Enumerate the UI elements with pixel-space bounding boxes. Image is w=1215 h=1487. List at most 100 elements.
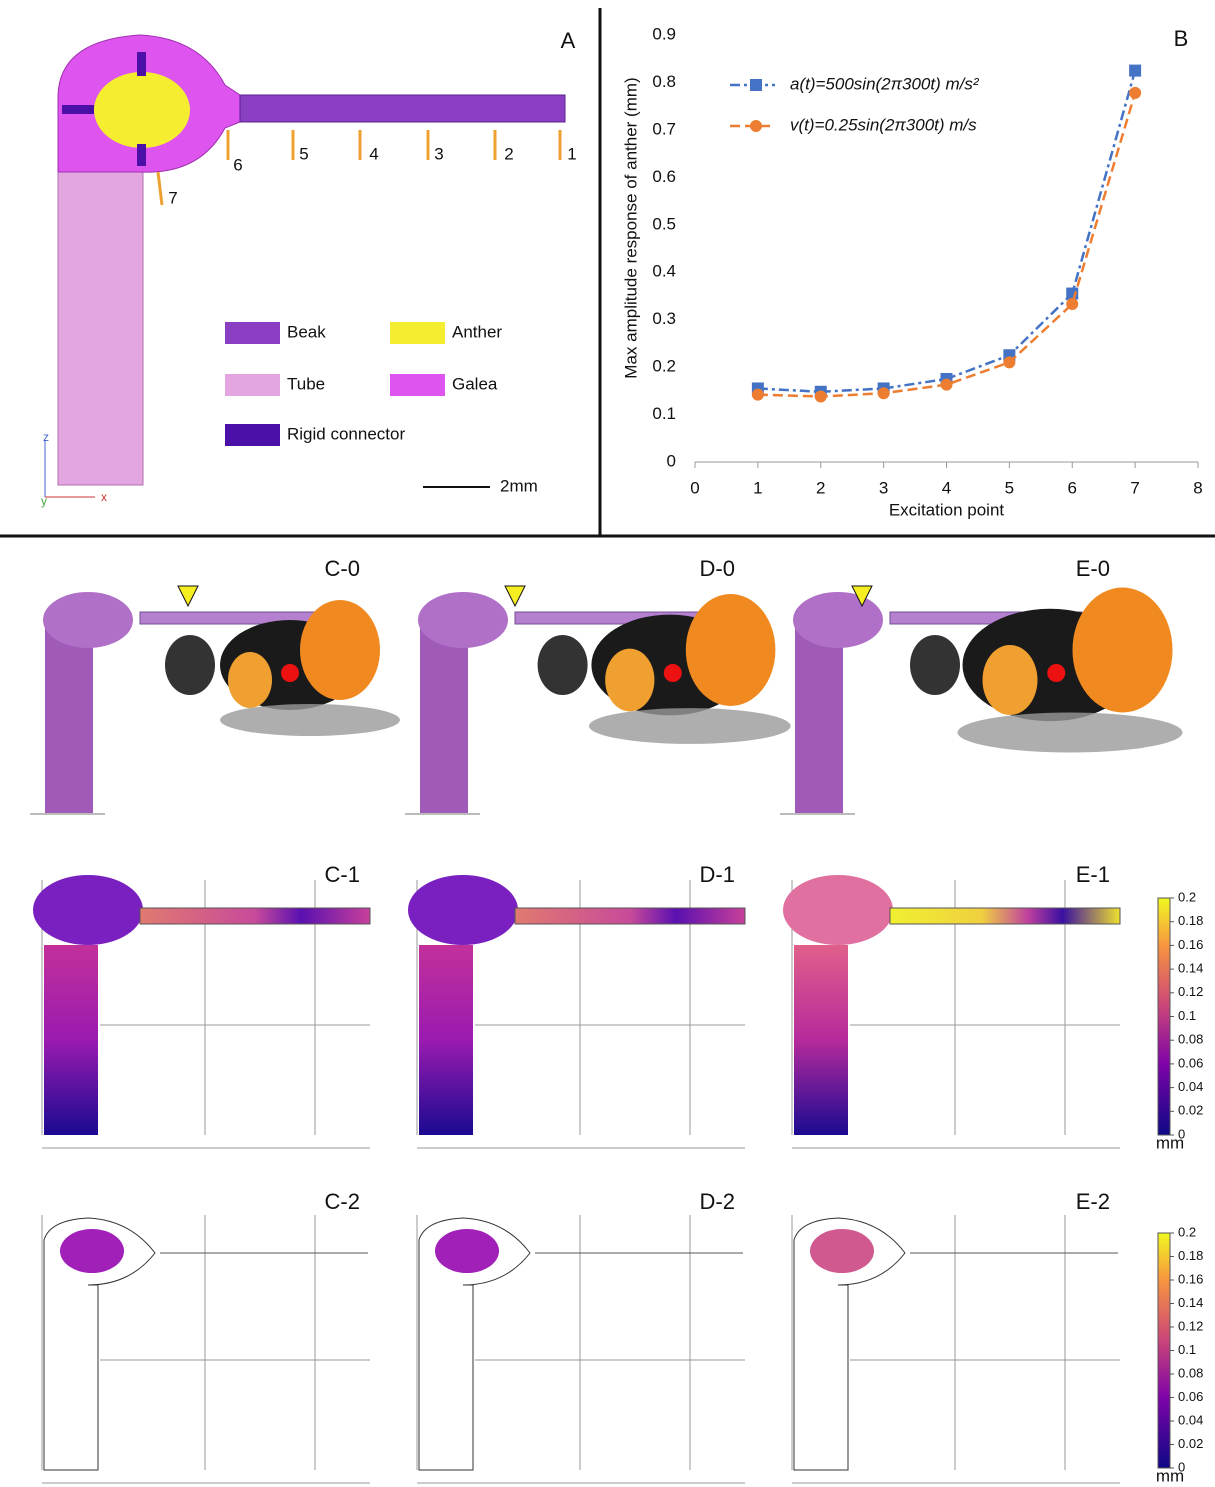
beak-field [890,908,1120,924]
panel-label: E-1 [1076,862,1110,887]
galea [418,592,508,648]
axis-name: y [41,494,47,508]
colorbar-tick-label: 0.16 [1178,1271,1203,1286]
panel-label: C-1 [325,862,360,887]
data-point [815,391,827,403]
bee-wing [220,704,400,736]
excitation-marker [178,586,198,606]
legend-swatch [390,322,445,344]
bee-head [910,635,960,695]
axis-name: x [101,490,107,504]
legend-swatch [225,374,280,396]
colorbar-tick-label: 0.2 [1178,1224,1196,1239]
colorbar-tick-label: 0.14 [1178,961,1203,976]
colorbar-tick-label: 0.18 [1178,913,1203,928]
point-label: 4 [369,144,378,163]
legend-label: Rigid connector [287,424,405,443]
legend-label: Tube [287,374,325,393]
anther-field [435,1229,499,1273]
column [45,625,93,813]
y-tick-label: 0.9 [652,24,676,43]
series-line [758,93,1135,397]
x-axis-label: Excitation point [889,500,1005,519]
axis-name: z [43,430,49,444]
x-tick-label: 5 [1005,478,1014,497]
colorbar-tick-label: 0.1 [1178,1342,1196,1357]
colorbar-tick-label: 0.08 [1178,1032,1203,1047]
colorbar-tick-label: 0.04 [1178,1079,1203,1094]
y-tick-label: 0.3 [652,309,676,328]
point-label: 3 [434,144,443,163]
point-label: 7 [168,188,177,207]
excitation-marker [505,586,525,606]
legend-label: Beak [287,322,326,341]
scale-label: 2mm [500,476,538,495]
x-tick-label: 2 [816,478,825,497]
legend-label: a(t)=500sin(2π300t) m/s² [790,74,980,93]
legend-marker [750,120,762,132]
colorbar-tick-label: 0.14 [1178,1295,1203,1310]
beak-field [140,908,370,924]
fe-panel [783,875,1120,1148]
x-tick-label: 6 [1068,478,1077,497]
x-tick-label: 7 [1130,478,1139,497]
colorbar-tick-label: 0.02 [1178,1436,1203,1451]
colorbar-tick-label: 0.2 [1178,889,1196,904]
panel-label: D-2 [700,1189,735,1214]
colorbar-tick-label: 0.12 [1178,1318,1203,1333]
fe-panel [42,1215,370,1483]
fe-panel [417,1215,745,1483]
figure: A 2mm z y x 1234567BeakAntherTubeGaleaRi… [0,0,1215,1487]
bee-stripe [605,649,654,712]
x-tick-label: 1 [753,478,762,497]
fe-panel [408,875,745,1148]
y-tick-label: 0.8 [652,72,676,91]
data-point [1003,356,1015,368]
x-tick-label: 3 [879,478,888,497]
galea-field [408,875,518,945]
panel-label: B [1174,26,1189,51]
panel-label: A [561,28,576,53]
y-tick-label: 0.2 [652,357,676,376]
point-label: 1 [567,144,576,163]
bee-head [538,635,588,695]
data-point [1129,65,1141,77]
fe-panel [780,586,1183,814]
fe-panel [30,586,400,814]
legend-swatch [225,322,280,344]
bee-stripe [228,652,272,708]
y-tick-label: 0.1 [652,404,676,423]
colorbar-tick-label: 0.06 [1178,1389,1203,1404]
colorbar-tick-label: 0.08 [1178,1365,1203,1380]
data-point [941,379,953,391]
data-point [1066,298,1078,310]
anther-field [60,1229,124,1273]
x-tick-label: 8 [1193,478,1202,497]
legend-swatch [225,424,280,446]
data-point [1129,87,1141,99]
panel-label: C-2 [325,1189,360,1214]
legend-label: Anther [452,322,502,341]
panel-label: D-1 [700,862,735,887]
colorbar-tick-label: 0.16 [1178,937,1203,952]
panel-label: C-0 [325,556,360,581]
bee-head [165,635,215,695]
bee-abdomen [686,594,776,706]
legend-label: v(t)=0.25sin(2π300t) m/s [790,115,977,134]
galea [793,592,883,648]
galea-field [783,875,893,945]
anther-field [810,1229,874,1273]
bee-wing [958,713,1183,753]
x-tick-label: 4 [942,478,951,497]
colorbar-tick-label: 0.18 [1178,1248,1203,1263]
legend-marker [750,79,762,91]
colorbar-tick-label: 0.02 [1178,1103,1203,1118]
colorbar-tick-label: 0.06 [1178,1055,1203,1070]
y-tick-label: 0.7 [652,119,676,138]
galea [43,592,133,648]
colorbar-unit: mm [1156,1133,1184,1152]
column-field [794,945,848,1135]
bee-wing [589,708,791,744]
beak-field [515,908,745,924]
colorbar [1158,898,1170,1135]
